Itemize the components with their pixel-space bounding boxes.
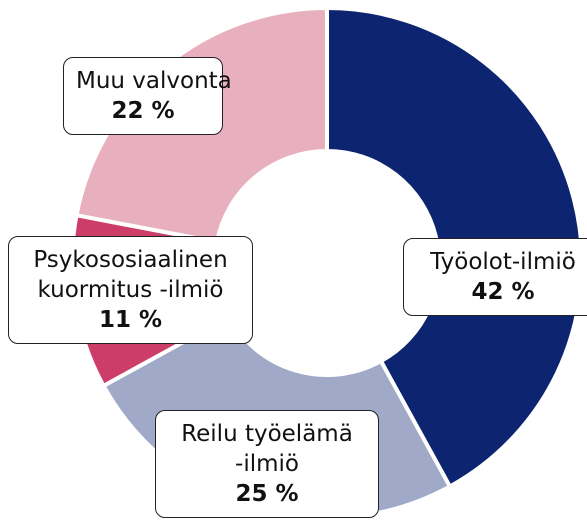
category-name: Psykososiaalinen kuormitus -ilmiö	[33, 247, 228, 303]
slice-label: Reilu työelämä -ilmiö 25 %	[155, 410, 379, 518]
value-label: 11 %	[98, 307, 163, 333]
slice-label: Työolot-ilmiö 42 %	[403, 238, 587, 316]
value-label: 25 %	[235, 481, 299, 507]
category-name: Työolot-ilmiö	[430, 249, 576, 275]
value-label: 42 %	[471, 279, 535, 305]
category-name: Reilu työelämä -ilmiö	[181, 421, 353, 477]
value-label: 22 %	[111, 98, 175, 124]
slice-label: Psykososiaalinen kuormitus -ilmiö 11 %	[8, 236, 253, 344]
category-name: Muu valvonta	[76, 68, 232, 94]
slice-label: Muu valvonta 22 %	[63, 57, 232, 135]
